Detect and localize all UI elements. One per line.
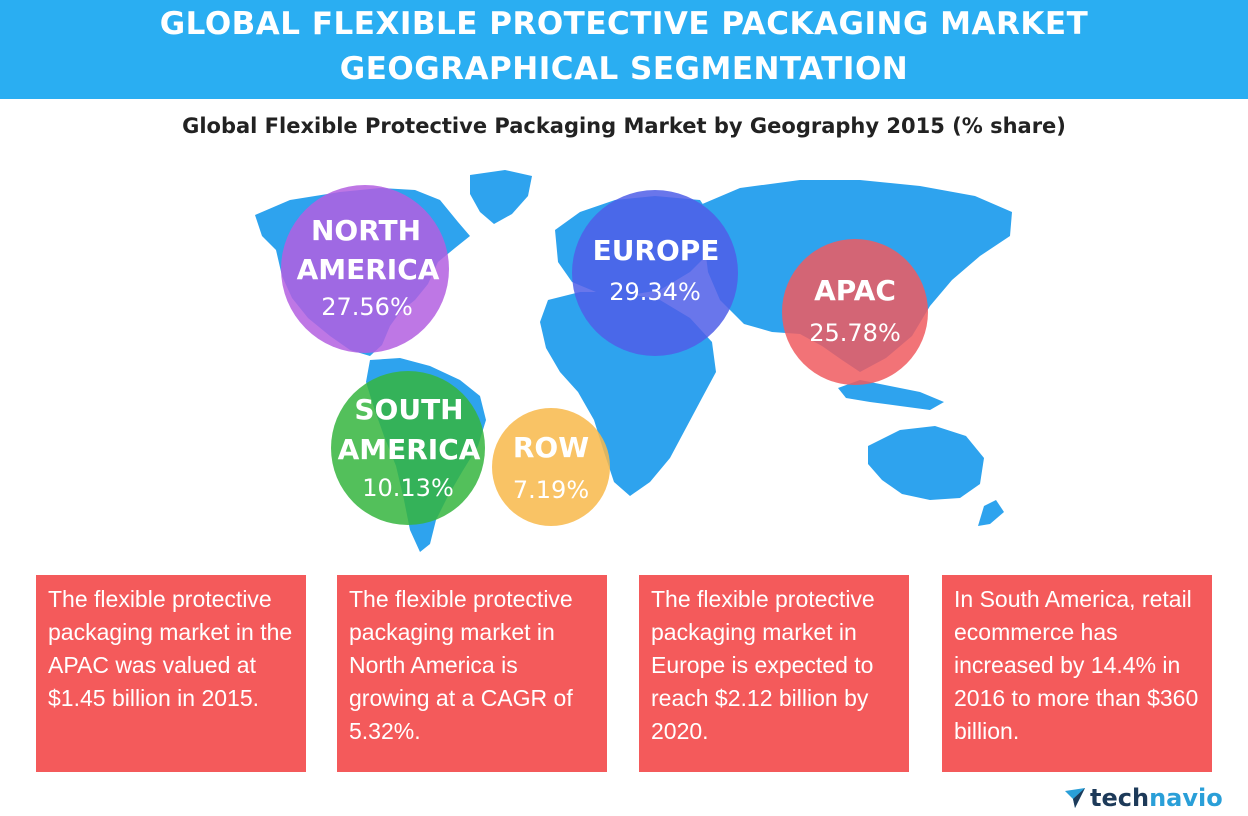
bubble-circle — [572, 190, 738, 356]
fact-box-apac: The flexible protective packaging market… — [36, 575, 306, 772]
header-title-line1: GLOBAL FLEXIBLE PROTECTIVE PACKAGING MAR… — [159, 6, 1089, 42]
bubble-europe: EUROPE 29.34% — [572, 190, 738, 356]
bubble-label: ROW — [513, 431, 589, 464]
bubble-label: EUROPE — [593, 234, 720, 267]
bubble-apac: APAC 25.78% — [782, 239, 928, 385]
bubble-circle — [782, 239, 928, 385]
bubble-value: 27.56% — [321, 293, 413, 321]
bubble-row: ROW 7.19% — [492, 408, 610, 526]
bubble-label-line2: AMERICA — [297, 253, 440, 286]
bubble-value: 25.78% — [809, 319, 901, 347]
logo-text-part2: navio — [1149, 784, 1223, 812]
header-banner: GLOBAL FLEXIBLE PROTECTIVE PACKAGING MAR… — [0, 0, 1248, 99]
indonesia-shape — [838, 380, 944, 410]
logo-text-part1: tech — [1090, 784, 1150, 812]
greenland-shape — [470, 170, 532, 224]
bubble-circle — [492, 408, 610, 526]
bubble-circle — [281, 185, 449, 353]
logo-wordmark: technavio — [1090, 783, 1223, 813]
bubble-label: APAC — [814, 274, 896, 307]
bubble-label-line2: AMERICA — [338, 433, 481, 466]
fact-box-south-america: In South America, retail ecommerce has i… — [942, 575, 1212, 772]
fact-box-north-america: The flexible protective packaging market… — [337, 575, 607, 772]
fact-box-europe: The flexible protective packaging market… — [639, 575, 909, 772]
bubble-label-line1: NORTH — [311, 214, 421, 247]
header-title-line2: GEOGRAPHICAL SEGMENTATION — [339, 51, 909, 87]
australia-shape — [868, 426, 984, 500]
bubble-value: 29.34% — [609, 278, 701, 306]
new-zealand-shape — [978, 500, 1004, 526]
bubble-value: 10.13% — [362, 474, 454, 502]
bubble-value: 7.19% — [513, 476, 589, 504]
bubble-north-america: NORTH AMERICA 27.56% — [281, 185, 449, 353]
logo-icon — [1065, 788, 1085, 808]
chart-title: Global Flexible Protective Packaging Mar… — [182, 114, 1066, 138]
bubble-circle — [331, 371, 485, 525]
bubble-south-america: SOUTH AMERICA 10.13% — [331, 371, 485, 525]
bubble-label-line1: SOUTH — [354, 393, 463, 426]
